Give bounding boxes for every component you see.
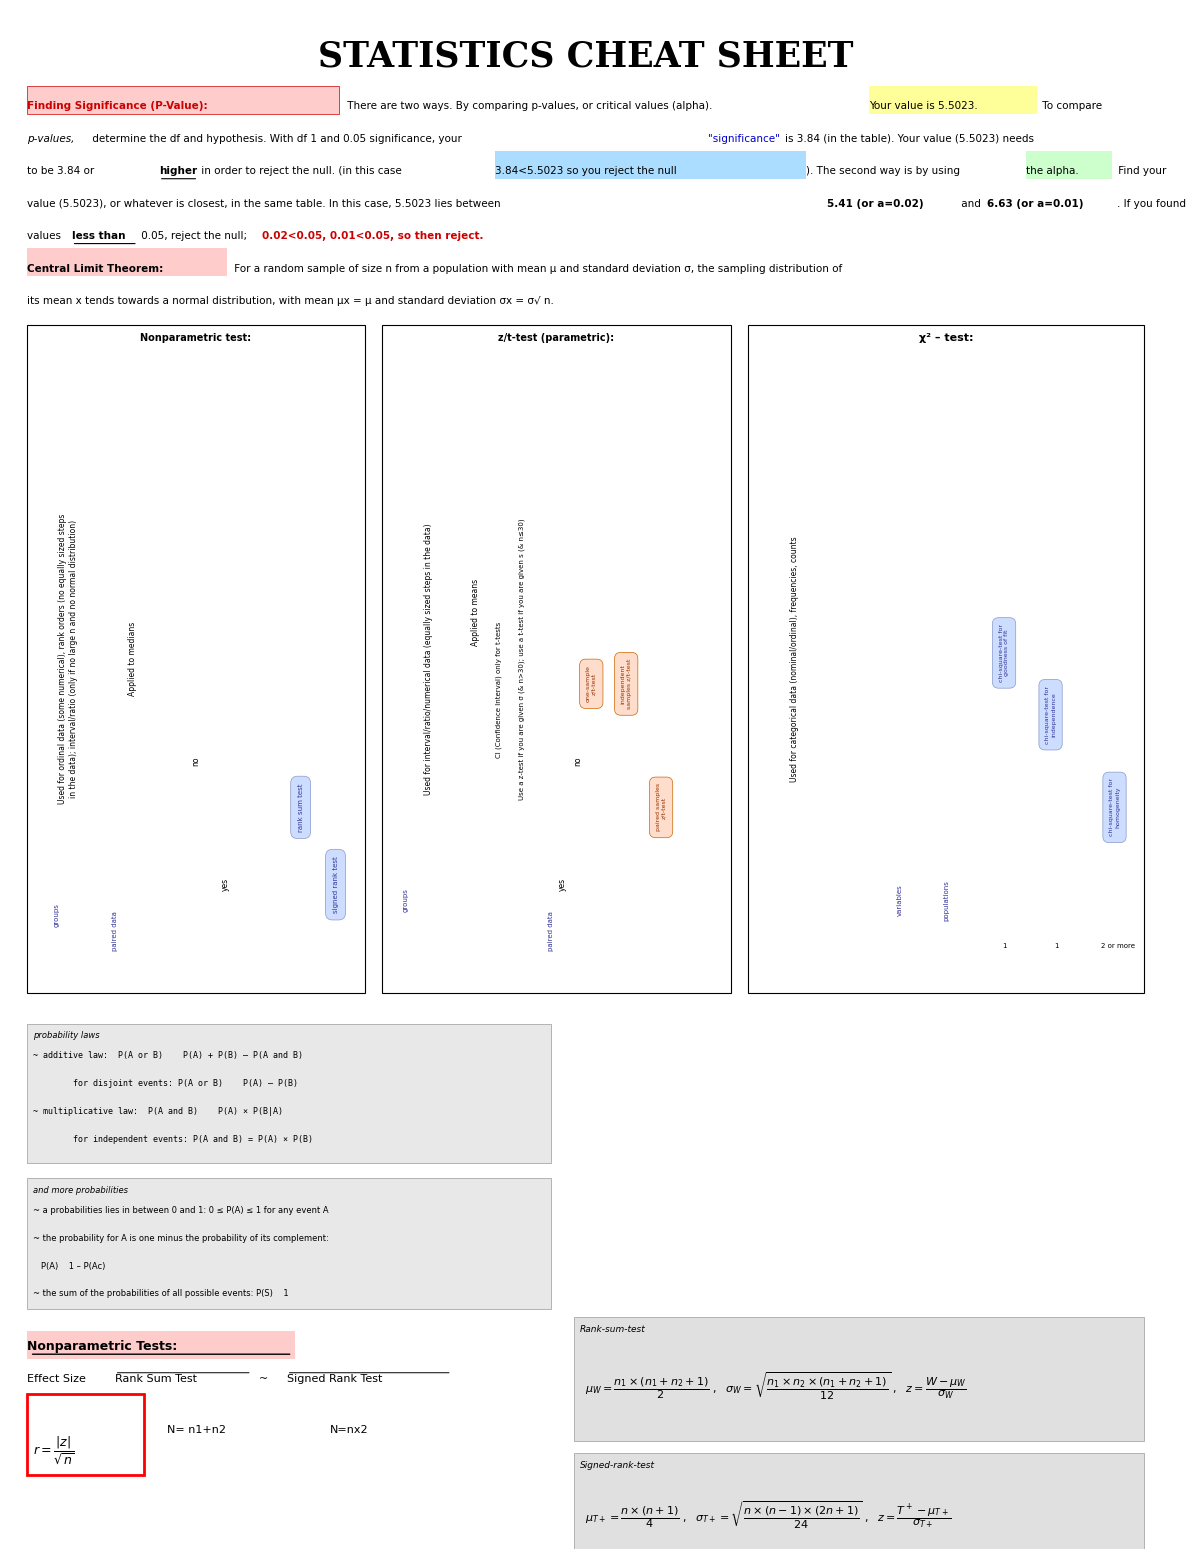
Text: independent
samples z/t-test: independent samples z/t-test [620, 658, 631, 710]
Text: ~ additive law:  P(A or B)    P(A) + P(B) – P(A and B): ~ additive law: P(A or B) P(A) + P(B) – … [34, 1051, 304, 1061]
Text: P(A)    1 – P(Ac): P(A) 1 – P(Ac) [34, 1261, 106, 1270]
Text: Use a z-test if you are given σ (& n>30); use a t-test if you are given s (& n≤3: Use a z-test if you are given σ (& n>30)… [518, 519, 524, 800]
Text: CI (Confidence Interval) only for t-tests: CI (Confidence Interval) only for t-test… [496, 621, 502, 758]
FancyBboxPatch shape [749, 326, 1144, 992]
Text: and: and [958, 199, 984, 208]
Text: variables: variables [896, 884, 902, 916]
FancyBboxPatch shape [1026, 151, 1112, 179]
FancyBboxPatch shape [28, 85, 340, 113]
Text: χ² – test:: χ² – test: [919, 334, 973, 343]
Text: For a random sample of size n from a population with mean μ and standard deviati: For a random sample of size n from a pop… [230, 264, 842, 273]
Text: values: values [28, 231, 65, 241]
FancyBboxPatch shape [869, 85, 1037, 113]
Text: groups: groups [54, 904, 60, 927]
Text: determine the df and hypothesis. With df 1 and 0.05 significance, your: determine the df and hypothesis. With df… [89, 134, 466, 144]
FancyBboxPatch shape [382, 326, 731, 992]
Text: paired data: paired data [112, 912, 118, 950]
Text: $r = \dfrac{|z|}{\sqrt{n}}$: $r = \dfrac{|z|}{\sqrt{n}}$ [34, 1435, 74, 1466]
Text: no: no [572, 756, 582, 766]
Text: 0.02<0.05, 0.01<0.05, so then reject.: 0.02<0.05, 0.01<0.05, so then reject. [263, 231, 484, 241]
Text: To compare: To compare [1039, 101, 1102, 112]
Text: chi-square-test for
homogeneity: chi-square-test for homogeneity [1109, 778, 1120, 837]
Text: Signed Rank Test: Signed Rank Test [287, 1374, 382, 1384]
Text: Nonparametric Tests:: Nonparametric Tests: [28, 1340, 178, 1353]
Text: no: no [192, 756, 200, 766]
Text: rank sum test: rank sum test [298, 783, 304, 832]
Text: populations: populations [943, 879, 949, 921]
Text: signed rank test: signed rank test [332, 856, 338, 913]
FancyBboxPatch shape [28, 1331, 295, 1359]
Text: Rank Sum Test: Rank Sum Test [115, 1374, 197, 1384]
Text: its mean x tends towards a normal distribution, with mean μx = μ and standard de: its mean x tends towards a normal distri… [28, 297, 554, 306]
Text: value (5.5023), or whatever is closest, in the same table. In this case, 5.5023 : value (5.5023), or whatever is closest, … [28, 199, 504, 208]
FancyBboxPatch shape [28, 1179, 551, 1309]
Text: $\mu_{T+} = \dfrac{n \times (n+1)}{4}\ ,\ \ \sigma_{T+} = \sqrt{\dfrac{n \times : $\mu_{T+} = \dfrac{n \times (n+1)}{4}\ ,… [586, 1499, 952, 1531]
FancyBboxPatch shape [494, 151, 806, 179]
Text: 2 or more: 2 or more [1100, 943, 1135, 949]
Text: STATISTICS CHEAT SHEET: STATISTICS CHEAT SHEET [318, 40, 853, 73]
Text: ~ the sum of the probabilities of all possible events: P(S)    1: ~ the sum of the probabilities of all po… [34, 1289, 289, 1298]
Text: Finding Significance (P-Value):: Finding Significance (P-Value): [28, 101, 208, 112]
Text: ~: ~ [252, 1374, 275, 1384]
Text: 1: 1 [1054, 943, 1058, 949]
Text: 0.05, reject the null;: 0.05, reject the null; [138, 231, 251, 241]
Text: paired samples
z/t-test: paired samples z/t-test [655, 783, 666, 831]
Text: ~ the probability for A is one minus the probability of its complement:: ~ the probability for A is one minus the… [34, 1233, 329, 1242]
Text: Central Limit Theorem:: Central Limit Theorem: [28, 264, 163, 273]
Text: Your value is 5.5023.: Your value is 5.5023. [869, 101, 977, 112]
Text: $\mu_W = \dfrac{n_1 \times (n_1+n_2+1)}{2}\ ,\ \ \sigma_W = \sqrt{\dfrac{n_1 \ti: $\mu_W = \dfrac{n_1 \times (n_1+n_2+1)}{… [586, 1371, 967, 1402]
Text: Find your: Find your [1115, 166, 1166, 177]
FancyBboxPatch shape [574, 1317, 1144, 1441]
Text: 1: 1 [1002, 943, 1007, 949]
FancyBboxPatch shape [574, 1454, 1144, 1553]
Text: less than: less than [72, 231, 125, 241]
Text: chi-square-test for
independence: chi-square-test for independence [1045, 686, 1056, 744]
Text: for independent events: P(A and B) = P(A) × P(B): for independent events: P(A and B) = P(A… [34, 1135, 313, 1145]
Text: groups: groups [402, 888, 408, 912]
Text: in order to reject the null. (in this case: in order to reject the null. (in this ca… [198, 166, 406, 177]
Text: 5.41 (or a=0.02): 5.41 (or a=0.02) [827, 199, 924, 208]
Text: Applied to medians: Applied to medians [127, 623, 137, 696]
Text: probability laws: probability laws [34, 1031, 100, 1041]
Text: the alpha.: the alpha. [1026, 166, 1079, 177]
FancyBboxPatch shape [28, 248, 227, 276]
Text: Signed-rank-test: Signed-rank-test [580, 1461, 655, 1469]
Text: ). The second way is by using: ). The second way is by using [806, 166, 964, 177]
Text: ~ a probabilities lies in between 0 and 1: 0 ≤ P(A) ≤ 1 for any event A: ~ a probabilities lies in between 0 and … [34, 1207, 329, 1214]
Text: ~ multiplicative law:  P(A and B)    P(A) × P(B|A): ~ multiplicative law: P(A and B) P(A) × … [34, 1107, 283, 1117]
Text: yes: yes [558, 877, 566, 891]
Text: Nonparametric test:: Nonparametric test: [140, 334, 252, 343]
Text: yes: yes [221, 877, 229, 891]
Text: 6.63 (or a=0.01): 6.63 (or a=0.01) [986, 199, 1084, 208]
Text: higher: higher [158, 166, 197, 177]
Text: is 3.84 (in the table). Your value (5.5023) needs: is 3.84 (in the table). Your value (5.50… [786, 134, 1034, 144]
FancyBboxPatch shape [28, 1023, 551, 1163]
Text: Used for interval/ratio/numerical data (equally sized steps in the data): Used for interval/ratio/numerical data (… [424, 523, 433, 795]
Text: paired data: paired data [547, 912, 553, 950]
Text: Effect Size: Effect Size [28, 1374, 94, 1384]
Text: Applied to means: Applied to means [470, 579, 480, 646]
Text: Used for categorical data (nominal/ordinal), frequencies, counts: Used for categorical data (nominal/ordin… [791, 536, 799, 781]
Text: chi-square-test for
goodness of fit: chi-square-test for goodness of fit [998, 624, 1009, 682]
Text: . If you found: . If you found [1117, 199, 1186, 208]
Text: one-sample
z/t-test: one-sample z/t-test [586, 665, 596, 702]
FancyBboxPatch shape [28, 326, 365, 992]
Text: to be 3.84 or: to be 3.84 or [28, 166, 98, 177]
Text: There are two ways. By comparing p-values, or critical values (alpha).: There are two ways. By comparing p-value… [343, 101, 715, 112]
FancyBboxPatch shape [28, 1395, 144, 1475]
Text: and more probabilities: and more probabilities [34, 1186, 128, 1194]
Text: for disjoint events: P(A or B)    P(A) – P(B): for disjoint events: P(A or B) P(A) – P(… [34, 1079, 299, 1089]
Text: N=nx2: N=nx2 [330, 1426, 368, 1435]
Text: p-values,: p-values, [28, 134, 74, 144]
Text: Rank-sum-test: Rank-sum-test [580, 1325, 646, 1334]
Text: z/t-test (parametric):: z/t-test (parametric): [498, 334, 614, 343]
Text: "significance": "significance" [708, 134, 780, 144]
Text: N= n1+n2: N= n1+n2 [167, 1426, 226, 1435]
Text: Used for ordinal data (some numerical), rank orders (no equally sized steps
in t: Used for ordinal data (some numerical), … [59, 514, 78, 804]
Text: 3.84<5.5023 so you reject the null: 3.84<5.5023 so you reject the null [494, 166, 677, 177]
